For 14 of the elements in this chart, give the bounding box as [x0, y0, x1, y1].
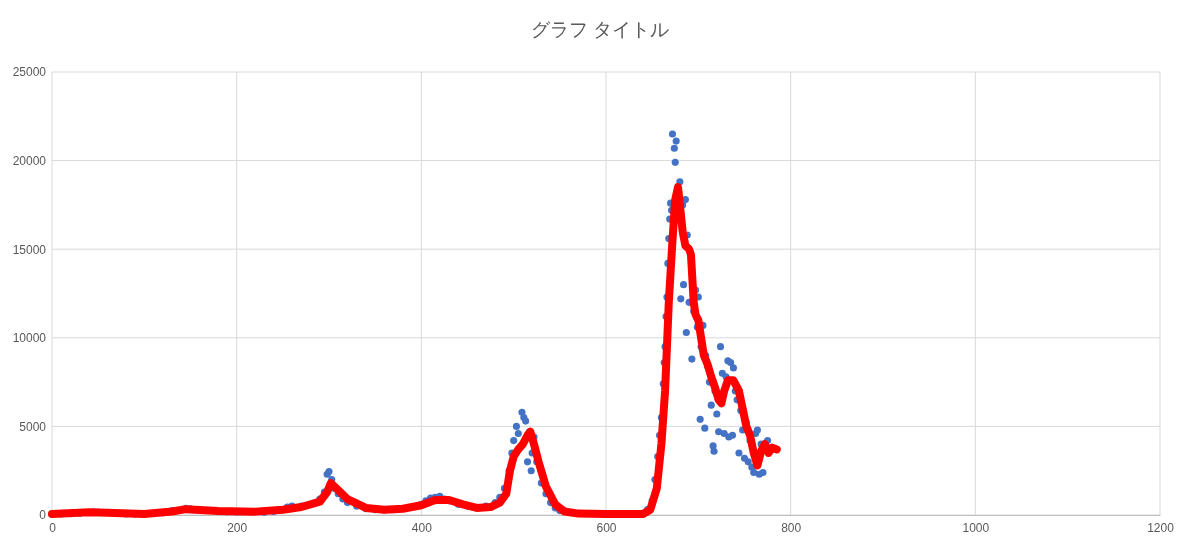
x-tick-label: 1000 — [962, 520, 990, 535]
x-tick-label: 200 — [227, 520, 248, 535]
x-tick-label: 600 — [596, 520, 617, 535]
y-tick-label: 20000 — [12, 153, 47, 168]
x-tick-label: 800 — [781, 520, 802, 535]
y-tick-label: 5000 — [19, 419, 47, 434]
y-tick-label: 0 — [39, 508, 47, 523]
y-tick-label: 25000 — [12, 65, 47, 80]
x-tick-label: 1200 — [1147, 520, 1175, 535]
y-tick-label: 15000 — [12, 242, 47, 257]
x-tick-label: 400 — [411, 520, 433, 535]
x-tick-label: 0 — [49, 520, 57, 535]
chart-title: グラフ タイトル — [530, 19, 670, 40]
y-tick-label: 10000 — [12, 331, 47, 346]
